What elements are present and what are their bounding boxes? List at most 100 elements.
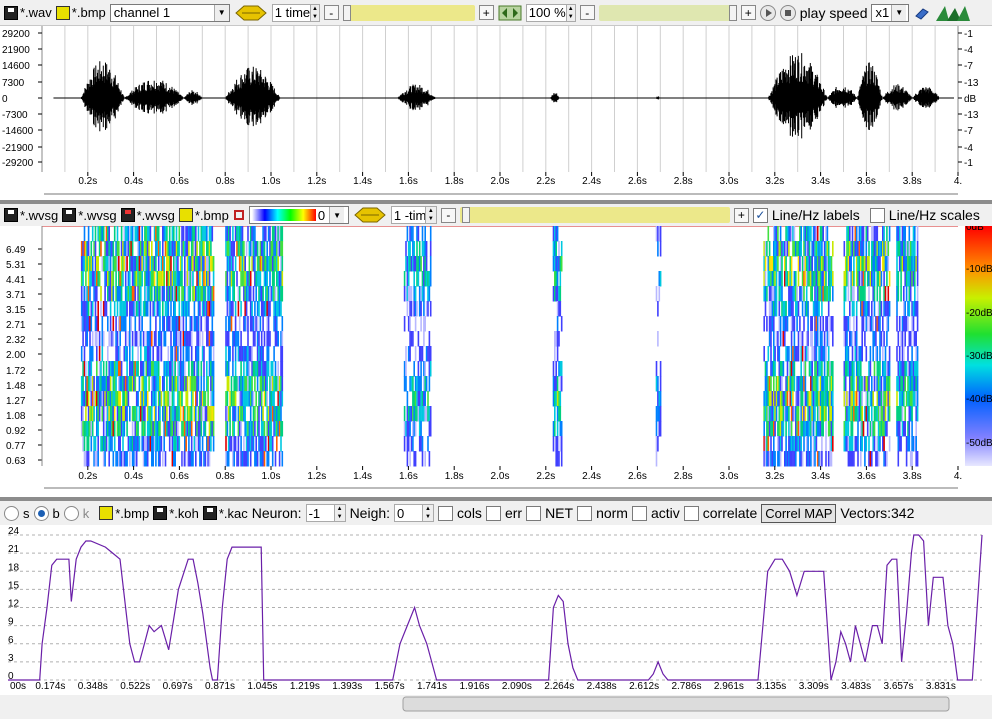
spectrogram-cell	[846, 316, 848, 332]
spectrogram-cell	[162, 316, 164, 332]
spectrogram-cell	[270, 376, 273, 392]
time-scale-icon[interactable]	[353, 206, 387, 224]
spectrogram-cell	[197, 361, 200, 377]
spectrogram-cell	[763, 286, 765, 302]
eraser-icon[interactable]	[913, 4, 931, 22]
spectrogram-cell	[232, 301, 234, 317]
play-button[interactable]	[759, 4, 776, 21]
slider-thumb[interactable]	[342, 4, 351, 21]
net-checkbox[interactable]	[526, 505, 542, 521]
correlate-checkbox[interactable]	[683, 505, 699, 521]
spectrogram-cell	[86, 421, 88, 437]
spectrogram-cell	[790, 271, 793, 287]
spectrogram-cell	[98, 376, 101, 392]
save-wvsg-button-2[interactable]: *.wvsg	[62, 208, 117, 223]
spectrogram-cell	[278, 451, 281, 467]
crop-icon[interactable]	[233, 209, 245, 221]
zoom-plus-button[interactable]: +	[740, 5, 756, 20]
spectrogram-cell	[904, 256, 906, 272]
correl-map-button[interactable]: Correl MAP	[761, 503, 837, 523]
zoom-slider[interactable]	[598, 4, 737, 21]
line-hz-scales-checkbox[interactable]	[869, 207, 885, 223]
line-hz-labels-checkbox[interactable]	[752, 207, 768, 223]
time-scale-icon[interactable]	[234, 4, 268, 22]
slider-thumb[interactable]	[728, 4, 737, 21]
time-minus-button[interactable]: -	[323, 5, 339, 20]
zoom-fit-icon[interactable]	[498, 4, 522, 22]
x-tick-label: 2.264s	[544, 681, 574, 692]
norm-checkbox[interactable]	[577, 505, 593, 521]
spectrogram-cell	[247, 451, 249, 467]
spectrogram-cell	[795, 241, 797, 257]
spec-plus-button[interactable]: +	[733, 207, 749, 223]
radio-s[interactable]	[4, 505, 19, 521]
spectrogram-cell	[915, 391, 917, 407]
spectrogram-cell	[807, 421, 809, 437]
spectrogram-cell	[821, 391, 823, 407]
spectrogram-cell	[203, 346, 205, 362]
spec-minus-button[interactable]: -	[440, 207, 456, 223]
spec-time-spinner[interactable]: 1 -time▲▼	[390, 206, 437, 224]
palette-select[interactable]: 0 ▼	[248, 206, 349, 224]
spectrogram-cell	[207, 436, 209, 452]
spec-time-slider[interactable]	[459, 207, 730, 223]
spectrogram-cell	[424, 451, 426, 467]
save-bmp-button[interactable]: *.bmp	[99, 506, 149, 521]
save-bmp-button[interactable]: *.bmp	[178, 208, 229, 223]
spectrogram-cell	[814, 241, 816, 257]
spectrogram-cell	[178, 241, 181, 257]
spectrogram-cell	[879, 361, 881, 377]
neigh-spinner[interactable]: 0 ▲ ▼	[394, 504, 435, 522]
radio-k[interactable]	[63, 505, 79, 521]
save-bmp-button[interactable]: *.bmp	[55, 5, 106, 20]
spectrogram-cell	[192, 241, 194, 257]
spectrogram-cell	[876, 361, 879, 377]
save-wav-button[interactable]: *.wav	[4, 5, 52, 20]
waveform-plot[interactable]: 29200219001460073000-7300-14600-21900-29…	[0, 26, 992, 200]
spectrogram-cell	[412, 436, 414, 452]
play-speed-select[interactable]: x1 ▼	[871, 3, 910, 22]
save-wvsg-button-1[interactable]: *.wvsg	[4, 208, 58, 223]
spectrogram-cell	[166, 376, 168, 392]
spectrogram-cell	[145, 226, 148, 242]
zoom-minus-button[interactable]: -	[579, 5, 595, 20]
spectrogram-cell	[775, 406, 778, 422]
spectrogram-cell	[827, 301, 830, 317]
activ-checkbox[interactable]	[631, 505, 647, 521]
channel-select[interactable]: channel 1 ▼	[109, 3, 230, 22]
spectrogram-cell	[210, 376, 212, 392]
neuron-spinner[interactable]: -1 ▲ ▼	[305, 504, 346, 522]
spectrogram-cell	[119, 286, 121, 302]
time-slider[interactable]	[342, 4, 475, 21]
stop-button[interactable]	[779, 4, 796, 21]
cols-checkbox[interactable]	[438, 505, 454, 521]
spectrogram-cell	[915, 376, 917, 392]
save-kac-button[interactable]: *.kac	[202, 506, 248, 521]
save-wvsg-button-3[interactable]: *.wvsg	[120, 208, 175, 223]
spectrogram-cell	[421, 271, 424, 287]
spectrogram-cell	[190, 226, 193, 242]
save-koh-button[interactable]: *.koh	[153, 506, 199, 521]
spectrogram-cell	[86, 241, 88, 257]
slider-thumb[interactable]	[461, 207, 470, 223]
spectrogram-cell	[254, 406, 256, 422]
spectrogram-cell	[177, 346, 179, 362]
zoom-spinner[interactable]: 100 % ▲ ▼	[525, 3, 576, 22]
time-plus-button[interactable]: +	[478, 5, 494, 20]
spectrogram-cell	[556, 226, 559, 242]
x-tick-label: 1.8s	[445, 471, 464, 482]
spectrogram-cell	[177, 256, 179, 272]
spectrogram-cell	[80, 376, 83, 392]
spectrogram-cell	[849, 316, 851, 332]
peaks-icon[interactable]	[935, 4, 971, 22]
spectrogram-cell	[266, 421, 268, 437]
spectrogram-plot[interactable]: 6.495.314.413.713.152.712.322.001.721.48…	[0, 222, 992, 497]
err-checkbox[interactable]	[485, 505, 501, 521]
time-scale-spinner[interactable]: 1 time ▲ ▼	[271, 3, 320, 22]
spectrogram-cell	[260, 331, 263, 347]
spectrogram-cell	[274, 316, 277, 332]
radio-b[interactable]	[33, 505, 49, 521]
spectrogram-cell	[131, 226, 134, 242]
spectrogram-cell	[280, 286, 282, 302]
